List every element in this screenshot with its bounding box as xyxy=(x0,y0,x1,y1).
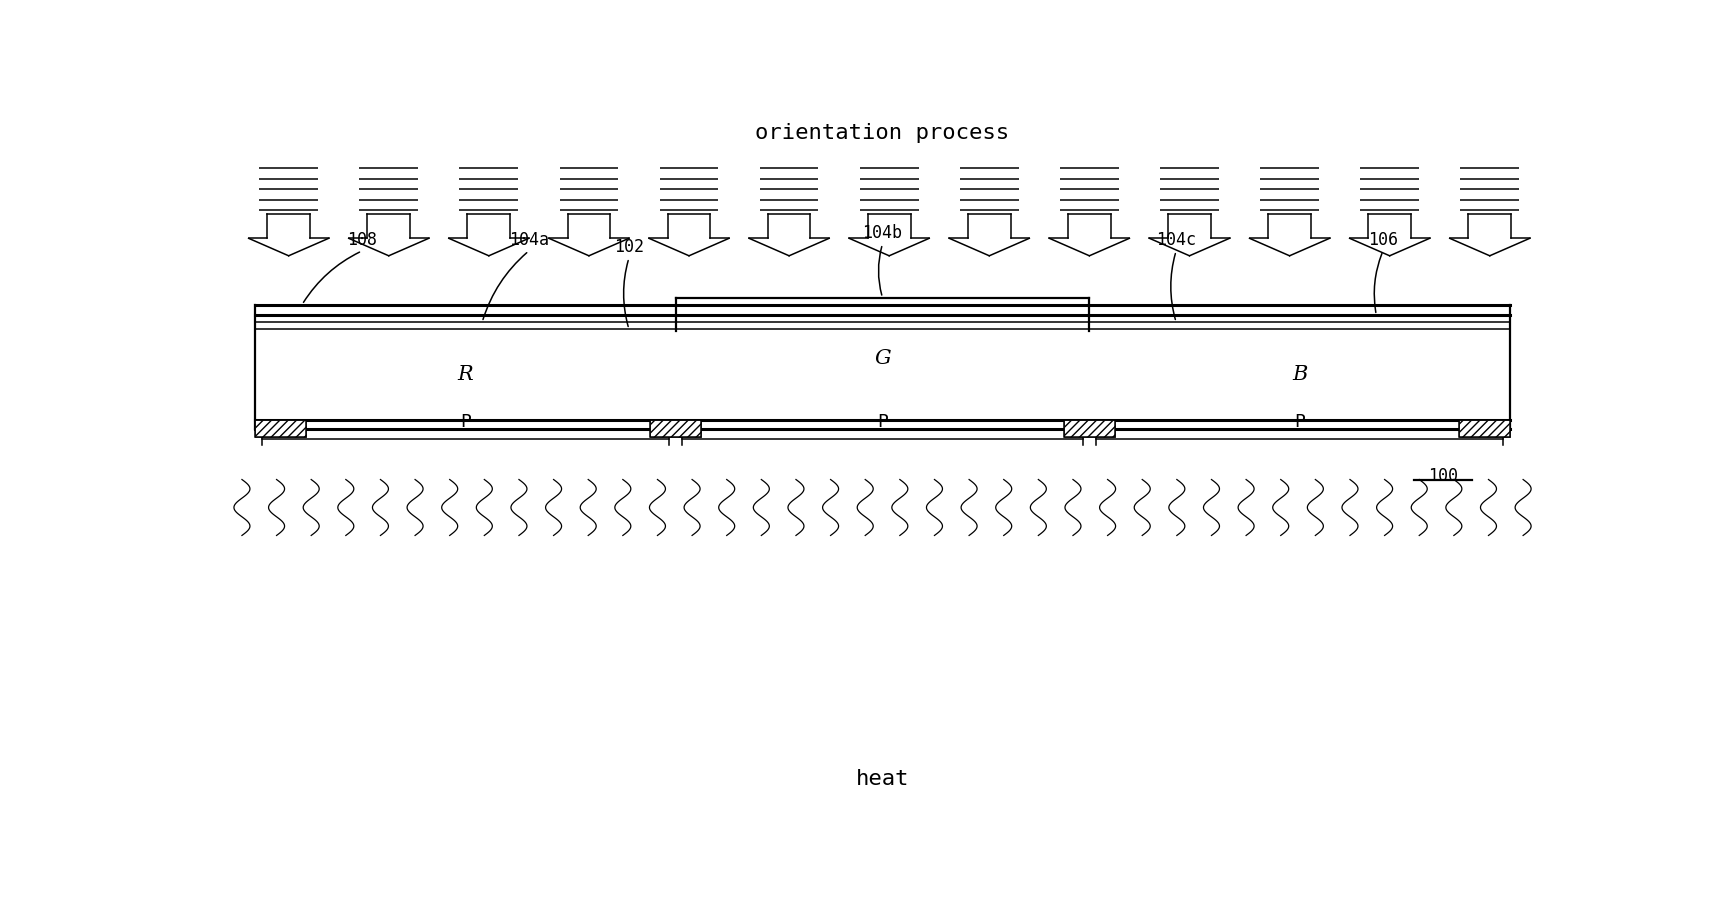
Text: 102: 102 xyxy=(615,238,644,256)
Text: 104a: 104a xyxy=(510,231,549,249)
Text: 104b: 104b xyxy=(863,223,902,242)
Text: 100: 100 xyxy=(1428,467,1459,485)
Text: P: P xyxy=(460,413,470,431)
Text: R: R xyxy=(458,365,474,384)
Text: P: P xyxy=(1295,413,1305,431)
Text: 104c: 104c xyxy=(1155,231,1197,249)
Bar xyxy=(1459,420,1510,437)
Bar xyxy=(255,420,307,437)
Text: G: G xyxy=(875,350,890,369)
Bar xyxy=(1459,420,1510,437)
Text: 108: 108 xyxy=(348,231,377,249)
Text: heat: heat xyxy=(856,769,909,789)
Bar xyxy=(255,420,307,437)
Text: 106: 106 xyxy=(1367,231,1398,249)
Text: orientation process: orientation process xyxy=(756,123,1009,143)
Text: B: B xyxy=(1292,365,1307,384)
Bar xyxy=(651,420,701,437)
Bar xyxy=(1064,420,1114,437)
Text: P: P xyxy=(876,413,889,431)
Bar xyxy=(1064,420,1114,437)
Bar xyxy=(651,420,701,437)
